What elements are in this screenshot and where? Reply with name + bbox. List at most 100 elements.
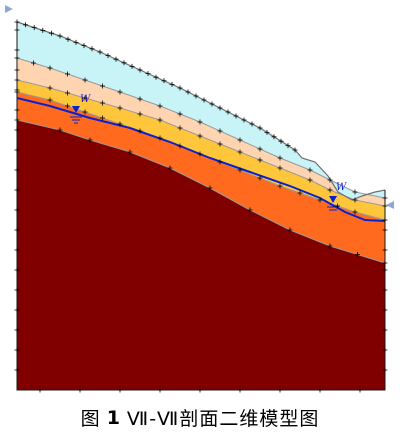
- caption-text: Ⅶ-Ⅶ剖面二维模型图: [126, 408, 320, 430]
- mesh-node: [65, 36, 71, 42]
- mesh-node: [14, 307, 20, 313]
- mesh-node: [264, 129, 270, 135]
- water-label-left: W: [80, 94, 91, 105]
- mesh-node: [137, 111, 143, 117]
- mesh-node: [97, 49, 103, 55]
- mesh-node: [177, 111, 183, 117]
- mesh-node: [317, 197, 323, 203]
- mesh-node: [161, 78, 167, 84]
- bedrock-layer: [17, 120, 385, 390]
- mesh-node: [47, 85, 53, 91]
- mesh-node: [217, 128, 223, 134]
- mesh-node: [14, 227, 20, 233]
- mesh-node: [277, 155, 283, 161]
- edge-marker-right: [386, 201, 394, 209]
- mesh-node: [307, 177, 313, 183]
- mesh-node: [217, 105, 223, 111]
- mesh-node: [382, 347, 388, 353]
- mesh-node: [382, 367, 388, 373]
- section-model-diagram: W W: [5, 5, 394, 393]
- mesh-node: [14, 27, 20, 33]
- mesh-node: [14, 77, 20, 83]
- mesh-node: [14, 55, 20, 61]
- mesh-node: [37, 387, 43, 393]
- mesh-node: [292, 147, 298, 153]
- mesh-node: [177, 85, 183, 91]
- mesh-node: [217, 141, 223, 147]
- mesh-node: [237, 137, 243, 143]
- mesh-node: [100, 100, 105, 106]
- yellow-layer: [17, 80, 385, 220]
- mesh-node: [145, 71, 151, 77]
- mesh-node: [81, 43, 87, 49]
- mesh-node: [117, 89, 123, 95]
- mesh-node: [277, 183, 283, 189]
- mesh-node: [157, 135, 163, 141]
- mesh-node: [153, 74, 159, 80]
- mesh-node: [57, 33, 63, 39]
- mesh-node: [207, 185, 213, 191]
- mesh-node: [197, 387, 203, 393]
- mesh-node: [113, 56, 119, 62]
- mesh-node: [225, 109, 231, 115]
- mesh-node: [287, 227, 293, 233]
- mesh-node: [117, 105, 123, 111]
- mesh-node: [352, 209, 358, 215]
- mesh-node: [157, 103, 163, 109]
- mesh-node: [47, 65, 53, 71]
- mesh-node: [257, 175, 263, 181]
- mesh-node: [382, 203, 388, 209]
- mesh-node: [65, 103, 70, 109]
- mesh-node: [82, 77, 88, 83]
- figure-caption: 图 1 Ⅶ-Ⅶ剖面二维模型图: [0, 400, 400, 435]
- mesh-node: [14, 187, 20, 193]
- mesh-node: [14, 19, 20, 25]
- mesh-node: [31, 25, 37, 31]
- orange-layer: [17, 92, 385, 263]
- mesh-node: [14, 167, 20, 173]
- mesh-node: [271, 134, 277, 140]
- mesh-node: [14, 247, 20, 253]
- mesh-node: [87, 137, 93, 143]
- mesh-node: [247, 207, 253, 213]
- mesh-node: [201, 97, 207, 103]
- mesh-node: [14, 327, 20, 333]
- mesh-node: [297, 190, 303, 196]
- mesh-node: [327, 243, 333, 249]
- mesh-node: [82, 95, 88, 101]
- mesh-node: [382, 260, 388, 266]
- mesh-node: [65, 90, 70, 96]
- mesh-node: [382, 287, 388, 293]
- mesh-node: [193, 93, 199, 99]
- mesh-node: [285, 143, 291, 149]
- mesh-node: [233, 113, 239, 119]
- caption-prefix: 图: [80, 408, 101, 430]
- edge-marker-left: [5, 5, 13, 13]
- mesh-node: [217, 159, 223, 165]
- cyan-layer: [17, 22, 385, 200]
- mesh-node: [77, 387, 83, 393]
- mesh-node: [157, 387, 163, 393]
- mesh-node: [382, 217, 388, 223]
- water-label-right: W: [336, 182, 347, 193]
- mesh-node: [31, 60, 36, 66]
- mesh-node: [14, 347, 20, 353]
- mesh-node: [197, 151, 203, 157]
- mesh-node: [82, 109, 88, 115]
- mesh-node: [237, 167, 243, 173]
- mesh-node: [241, 117, 247, 123]
- mesh-node: [57, 127, 63, 133]
- water-marker-right: W: [327, 182, 347, 211]
- mesh-node: [327, 177, 333, 183]
- mesh-node: [382, 227, 388, 233]
- ground-surface: [16, 21, 386, 201]
- mesh-node: [137, 128, 143, 134]
- mesh-node: [382, 327, 388, 333]
- mesh-node: [382, 267, 388, 273]
- peach-layer: [17, 58, 385, 206]
- mesh-node: [327, 187, 333, 193]
- mesh-node: [14, 47, 20, 53]
- mesh-node: [65, 71, 70, 77]
- mesh-node: [249, 121, 255, 127]
- mesh-node: [14, 87, 20, 93]
